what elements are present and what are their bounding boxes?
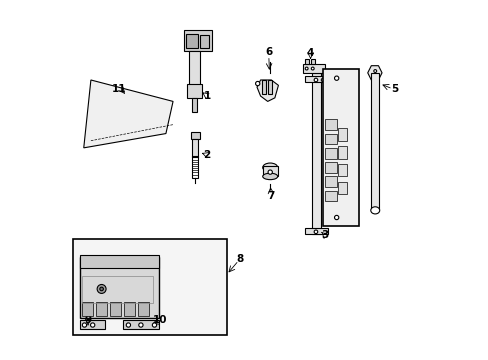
Bar: [310, 59, 314, 64]
Bar: [110, 302, 121, 316]
Ellipse shape: [313, 230, 317, 234]
Text: 10: 10: [153, 315, 167, 325]
Ellipse shape: [139, 323, 143, 327]
Bar: [324, 148, 337, 158]
Bar: [338, 128, 346, 141]
Bar: [370, 73, 378, 208]
Ellipse shape: [100, 287, 103, 291]
Ellipse shape: [313, 78, 317, 82]
Bar: [187, 84, 201, 98]
Bar: [192, 139, 198, 157]
Ellipse shape: [90, 323, 95, 327]
Ellipse shape: [126, 323, 130, 327]
Bar: [138, 302, 148, 316]
Bar: [124, 302, 135, 316]
Bar: [200, 35, 208, 48]
Bar: [262, 166, 277, 176]
Bar: [80, 255, 159, 267]
Ellipse shape: [311, 67, 313, 70]
Text: 11: 11: [111, 84, 126, 94]
Text: 3: 3: [321, 230, 328, 240]
Ellipse shape: [262, 173, 277, 180]
Ellipse shape: [267, 170, 272, 174]
Ellipse shape: [334, 215, 338, 220]
Ellipse shape: [305, 67, 307, 70]
Ellipse shape: [373, 69, 376, 72]
Text: 9: 9: [84, 315, 91, 325]
Ellipse shape: [321, 78, 324, 82]
Bar: [304, 59, 308, 64]
Bar: [338, 182, 346, 194]
Ellipse shape: [82, 323, 86, 327]
Bar: [192, 156, 198, 178]
Ellipse shape: [262, 163, 277, 172]
Text: 6: 6: [264, 47, 272, 57]
Bar: [261, 80, 265, 94]
Text: 7: 7: [267, 191, 274, 201]
Ellipse shape: [370, 207, 379, 214]
Bar: [185, 33, 198, 48]
Bar: [82, 302, 93, 316]
Bar: [324, 162, 337, 173]
Polygon shape: [83, 80, 173, 148]
Polygon shape: [257, 80, 278, 102]
Bar: [305, 228, 328, 234]
Bar: [73, 239, 226, 336]
Bar: [80, 257, 159, 318]
Bar: [323, 69, 358, 226]
Bar: [189, 51, 200, 87]
Ellipse shape: [97, 284, 106, 293]
Bar: [338, 146, 346, 158]
Ellipse shape: [255, 81, 259, 86]
Text: 4: 4: [306, 48, 314, 58]
Bar: [123, 320, 159, 329]
Bar: [324, 191, 337, 202]
Bar: [96, 302, 107, 316]
Bar: [82, 276, 153, 303]
Bar: [324, 176, 337, 187]
Bar: [191, 98, 197, 112]
Polygon shape: [367, 66, 381, 80]
Text: 1: 1: [203, 91, 210, 101]
Text: 2: 2: [203, 150, 210, 160]
Bar: [338, 164, 346, 176]
Bar: [324, 119, 337, 130]
Text: 8: 8: [236, 253, 244, 264]
Text: 5: 5: [390, 84, 397, 94]
Bar: [312, 73, 321, 234]
Bar: [183, 30, 212, 51]
Bar: [305, 76, 328, 82]
Ellipse shape: [334, 76, 338, 80]
Bar: [80, 320, 105, 329]
Bar: [303, 64, 324, 73]
Bar: [190, 132, 200, 139]
Bar: [267, 80, 271, 94]
Ellipse shape: [152, 323, 156, 327]
Bar: [324, 134, 337, 144]
